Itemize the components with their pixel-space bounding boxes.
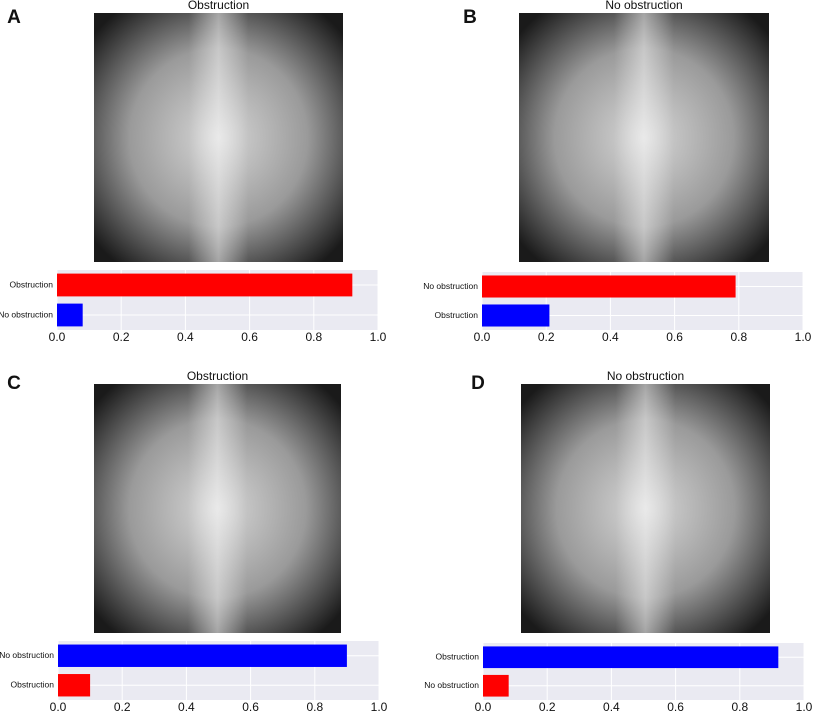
x-tick-label: 0.2 [113,330,130,344]
x-tick-label: 1.0 [795,330,812,344]
category-label: No obstruction [0,650,54,660]
category-label: Obstruction [11,680,55,690]
xray-spine [188,13,249,262]
x-tick-label: 0.6 [242,700,259,714]
bar [483,674,509,697]
image-title: Obstruction [187,369,248,383]
x-tick-label: 0.0 [49,330,66,344]
x-tick-label: 1.0 [370,330,387,344]
x-tick-label: 0.4 [178,700,195,714]
bar [58,644,347,667]
bar [57,273,353,297]
x-tick-label: 0.4 [602,330,619,344]
x-tick-label: 1.0 [371,700,388,714]
x-tick-label: 0.8 [305,330,322,344]
x-tick-label: 0.4 [177,330,194,344]
x-tick-label: 0.8 [731,700,748,714]
x-tick-label: 0.6 [666,330,683,344]
panel-label: A [7,7,21,28]
panel-label: D [471,373,485,394]
x-tick-label: 0.0 [474,330,491,344]
bar [482,275,736,298]
x-tick-label: 1.0 [796,700,813,714]
x-tick-label: 0.2 [539,700,556,714]
xray-spine [615,384,676,633]
category-label: No obstruction [423,281,478,291]
xray-spine [187,384,248,633]
bar [483,646,779,669]
image-title: Obstruction [188,0,249,12]
x-tick-label: 0.2 [114,700,131,714]
x-tick-label: 0.6 [667,700,684,714]
panel-label: B [463,7,477,28]
category-label: Obstruction [435,310,479,320]
x-tick-label: 0.8 [730,330,747,344]
panel-label: C [7,373,21,394]
category-label: No obstruction [424,680,479,690]
x-tick-label: 0.4 [603,700,620,714]
bar [482,304,550,327]
category-label: No obstruction [0,309,53,319]
x-tick-label: 0.8 [306,700,323,714]
category-label: Obstruction [436,652,480,662]
image-title: No obstruction [605,0,682,12]
x-tick-label: 0.6 [241,330,258,344]
bar [57,303,83,327]
xray-spine [614,13,674,262]
x-tick-label: 0.2 [538,330,555,344]
category-label: Obstruction [10,279,54,289]
x-tick-label: 0.0 [475,700,492,714]
image-title: No obstruction [607,369,684,383]
bar [58,674,91,697]
x-tick-label: 0.0 [50,700,67,714]
